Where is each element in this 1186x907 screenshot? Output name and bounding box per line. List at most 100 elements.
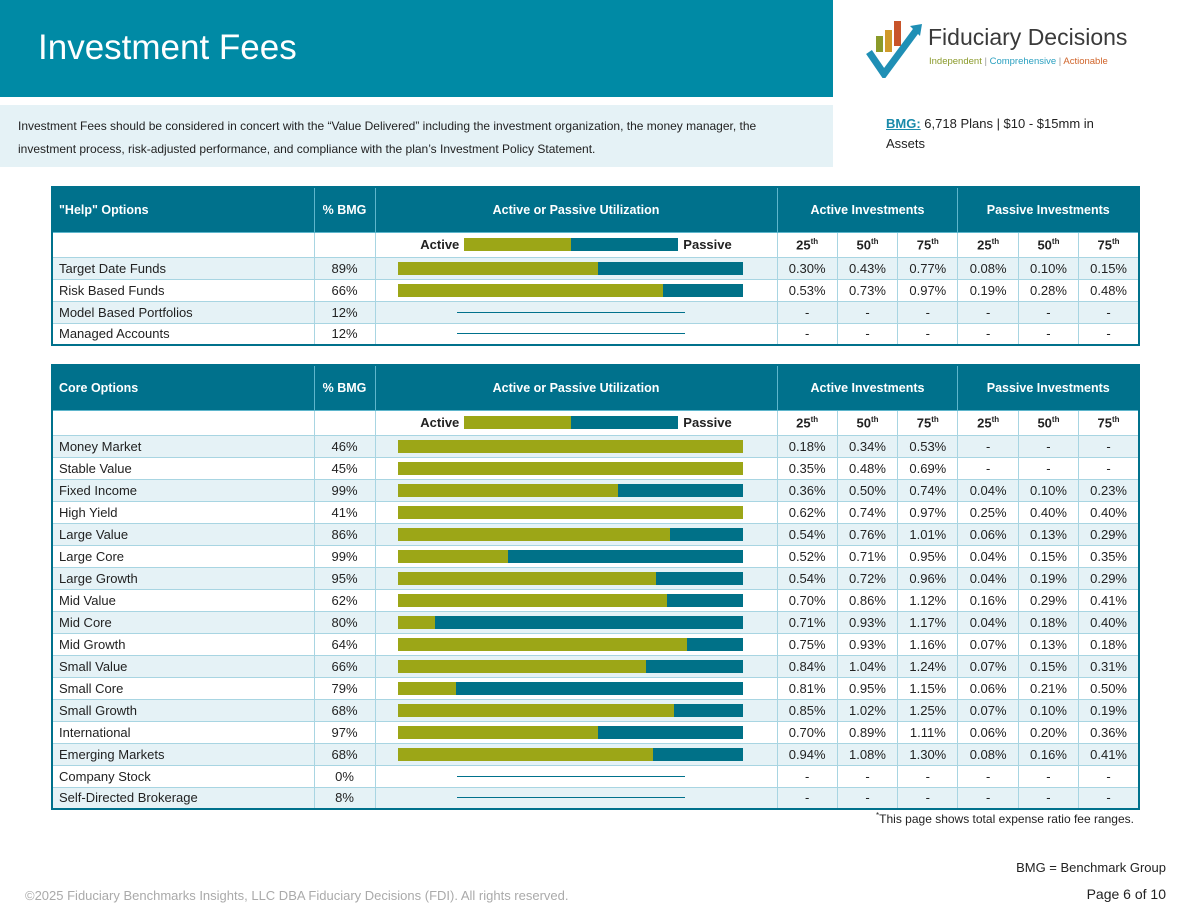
option-name: Large Value (51, 522, 315, 546)
active-segment (397, 571, 657, 585)
fee-value: 0.19% (1017, 566, 1080, 590)
option-name: Large Growth (51, 566, 315, 590)
fee-value: 0.29% (1078, 522, 1140, 546)
fee-value: 1.16% (897, 632, 959, 656)
option-name: Model Based Portfolios (51, 300, 315, 324)
active-segment (397, 261, 598, 275)
active-segment (397, 637, 688, 651)
fee-value: - (836, 322, 899, 346)
col-utilization: Active or Passive Utilization (374, 186, 778, 233)
utilization-bar (397, 439, 743, 453)
fee-value: 0.16% (957, 588, 1019, 612)
fee-value: - (1017, 456, 1080, 480)
fee-value: 0.19% (1078, 698, 1140, 722)
fee-value: - (1017, 764, 1080, 788)
fee-value: 0.10% (1017, 478, 1080, 502)
percentile-header: 50th (836, 231, 899, 258)
fee-value: - (897, 764, 959, 788)
pct-bmg: 68% (313, 742, 376, 766)
table-title: Core Options (51, 364, 315, 411)
active-segment (397, 681, 457, 695)
fee-value: 0.36% (776, 478, 838, 502)
fee-value: - (897, 786, 959, 810)
fee-value: - (957, 322, 1019, 346)
fee-value: - (957, 300, 1019, 324)
option-name: Fixed Income (51, 478, 315, 502)
utilization-bar (397, 681, 743, 695)
fee-value: - (957, 786, 1019, 810)
option-name: Risk Based Funds (51, 278, 315, 302)
utilization-bar (397, 703, 743, 717)
fee-value: 1.30% (897, 742, 959, 766)
fee-value: - (957, 434, 1019, 458)
percentile-header: 75th (897, 409, 959, 436)
col-active-investments: Active Investments (776, 186, 959, 233)
fee-value: 0.85% (776, 698, 838, 722)
table-row: Large Growth 95% 0.54% 0.72% 0.96% 0.04% 0.19%… (51, 566, 1140, 590)
utilization-bar (397, 283, 743, 297)
pct-bmg: 86% (313, 522, 376, 546)
fee-value: - (836, 786, 899, 810)
fee-value: 0.10% (1017, 698, 1080, 722)
pct-bmg: 12% (313, 300, 376, 324)
fee-value: 0.93% (836, 610, 899, 634)
pct-bmg: 46% (313, 434, 376, 458)
utilization-bar (397, 615, 743, 629)
table-row: Small Value 66% 0.84% 1.04% 1.24% 0.07% 0.15% 0… (51, 654, 1140, 678)
pct-bmg: 66% (313, 654, 376, 678)
utilization-bar (397, 549, 743, 563)
fee-value: 0.29% (1078, 566, 1140, 590)
fee-value: 0.20% (1017, 720, 1080, 744)
fee-value: 0.97% (897, 278, 959, 302)
option-name: Small Value (51, 654, 315, 678)
fee-value: 0.36% (1078, 720, 1140, 744)
pct-bmg: 45% (313, 456, 376, 480)
fee-value: - (776, 322, 838, 346)
fee-value: 0.15% (1017, 544, 1080, 568)
pct-bmg: 97% (313, 720, 376, 744)
bmg-link[interactable]: BMG: (886, 116, 921, 131)
active-segment (397, 725, 598, 739)
fee-value: 0.40% (1078, 500, 1140, 524)
option-name: Self-Directed Brokerage (51, 786, 315, 810)
fee-value: 0.50% (836, 478, 899, 502)
active-segment (397, 505, 743, 519)
fee-value: - (1078, 434, 1140, 458)
fee-value: 1.01% (897, 522, 959, 546)
utilization-legend: Active Passive (420, 237, 732, 252)
fee-value: 0.48% (1078, 278, 1140, 302)
table-row: Target Date Funds 89% 0.30% 0.43% 0.77% 0.08%… (51, 256, 1140, 280)
pct-bmg: 41% (313, 500, 376, 524)
fee-value: 0.04% (957, 566, 1019, 590)
percentile-header: 75th (897, 231, 959, 258)
percentile-header: 75th (1078, 231, 1140, 258)
fee-value: 0.40% (1017, 500, 1080, 524)
fee-value: 0.77% (897, 256, 959, 280)
fee-value: 0.52% (776, 544, 838, 568)
fee-value: 0.62% (776, 500, 838, 524)
fee-value: 0.07% (957, 632, 1019, 656)
fee-value: 0.10% (1017, 256, 1080, 280)
fee-value: 0.74% (897, 478, 959, 502)
intro-text: Investment Fees should be considered in … (0, 105, 833, 167)
pct-bmg: 66% (313, 278, 376, 302)
bmg-text: 6,718 Plans | $10 - $15mm in Assets (886, 116, 1094, 151)
fee-value: 0.89% (836, 720, 899, 744)
fee-value: 1.12% (897, 588, 959, 612)
fee-value: 0.70% (776, 720, 838, 744)
fee-value: 0.18% (1078, 632, 1140, 656)
no-data-line (456, 311, 685, 313)
percentile-header: 50th (1017, 231, 1080, 258)
option-name: Small Core (51, 676, 315, 700)
percentile-header: 50th (1017, 409, 1080, 436)
title-banner: Investment Fees (0, 0, 833, 97)
utilization-bar (397, 593, 743, 607)
page-number: Page 6 of 10 (1086, 886, 1166, 902)
fee-value: 0.43% (836, 256, 899, 280)
fee-value: - (776, 300, 838, 324)
fee-value: 0.41% (1078, 742, 1140, 766)
col-passive-investments: Passive Investments (957, 364, 1140, 411)
table-row: Emerging Markets 68% 0.94% 1.08% 1.30% 0.08% 0… (51, 742, 1140, 766)
fee-value: 0.75% (776, 632, 838, 656)
table-title: "Help" Options (51, 186, 315, 233)
